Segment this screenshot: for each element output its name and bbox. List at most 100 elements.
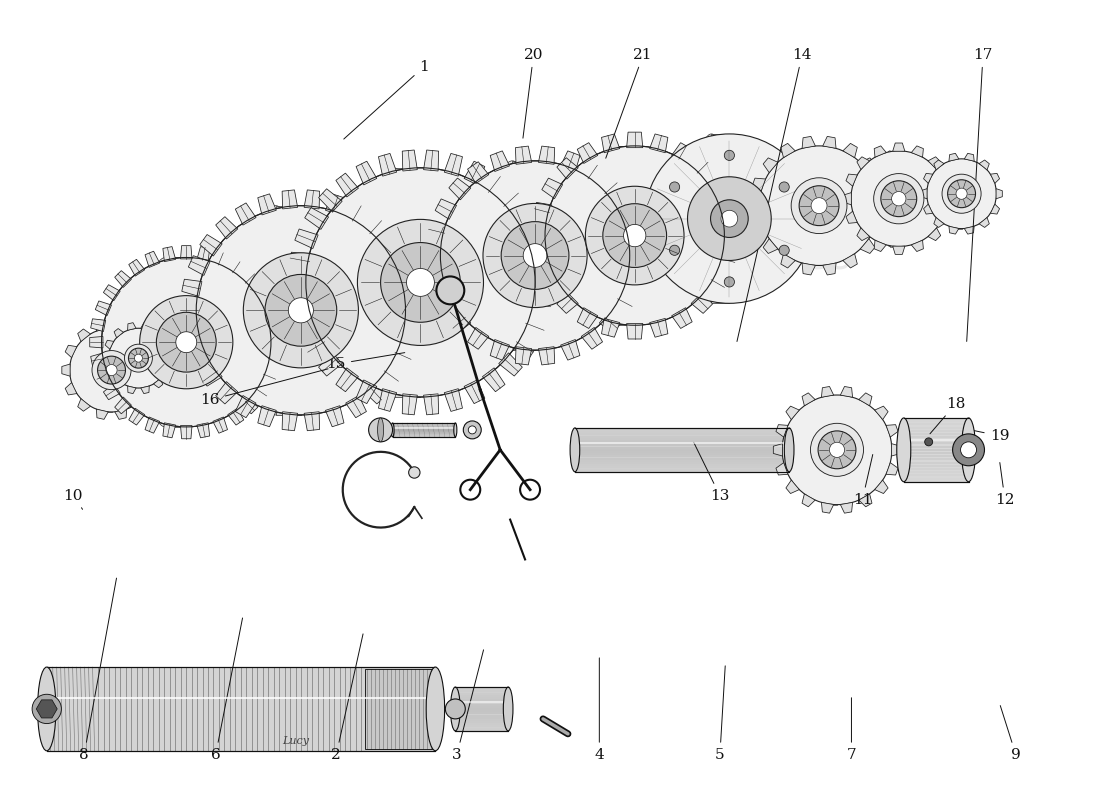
Polygon shape — [65, 346, 77, 358]
Polygon shape — [114, 270, 131, 287]
Circle shape — [953, 434, 984, 466]
Polygon shape — [542, 273, 562, 293]
Polygon shape — [483, 368, 505, 392]
Polygon shape — [146, 382, 158, 395]
Polygon shape — [182, 279, 202, 296]
Polygon shape — [168, 354, 174, 362]
Ellipse shape — [37, 667, 56, 750]
Polygon shape — [802, 494, 815, 506]
Polygon shape — [891, 444, 901, 456]
Polygon shape — [802, 263, 815, 275]
Polygon shape — [531, 227, 547, 244]
Circle shape — [243, 253, 359, 368]
Ellipse shape — [454, 423, 456, 437]
Polygon shape — [928, 228, 940, 241]
Polygon shape — [379, 365, 401, 386]
Polygon shape — [356, 380, 377, 404]
Polygon shape — [132, 328, 139, 388]
Circle shape — [98, 356, 125, 384]
Polygon shape — [872, 220, 886, 234]
Polygon shape — [749, 199, 760, 213]
Polygon shape — [934, 160, 944, 170]
Polygon shape — [857, 157, 869, 170]
Polygon shape — [261, 301, 277, 316]
Polygon shape — [712, 134, 729, 303]
Polygon shape — [276, 206, 301, 415]
Polygon shape — [949, 226, 959, 234]
Polygon shape — [857, 228, 869, 241]
Polygon shape — [336, 173, 359, 197]
Polygon shape — [403, 150, 417, 171]
Text: 10: 10 — [64, 489, 82, 510]
Circle shape — [101, 258, 271, 427]
Polygon shape — [522, 229, 546, 249]
Polygon shape — [890, 151, 899, 246]
Polygon shape — [530, 252, 552, 269]
Polygon shape — [627, 132, 642, 148]
Polygon shape — [752, 178, 766, 192]
Polygon shape — [763, 158, 778, 173]
Polygon shape — [78, 329, 90, 342]
Polygon shape — [802, 393, 815, 406]
Polygon shape — [65, 382, 77, 395]
Text: 18: 18 — [930, 397, 966, 434]
Polygon shape — [874, 480, 888, 494]
Polygon shape — [874, 406, 888, 419]
Polygon shape — [581, 327, 603, 350]
Polygon shape — [859, 393, 872, 406]
Polygon shape — [491, 339, 509, 360]
Ellipse shape — [784, 428, 794, 472]
Polygon shape — [228, 259, 244, 276]
Circle shape — [129, 348, 149, 368]
Polygon shape — [319, 189, 342, 212]
Ellipse shape — [592, 146, 635, 326]
Polygon shape — [392, 256, 414, 275]
Circle shape — [947, 180, 976, 208]
Polygon shape — [997, 189, 1002, 198]
Text: 3: 3 — [452, 650, 484, 762]
Polygon shape — [965, 226, 975, 234]
Polygon shape — [823, 263, 836, 275]
Polygon shape — [893, 143, 905, 151]
Polygon shape — [180, 426, 192, 438]
Polygon shape — [114, 409, 126, 419]
Circle shape — [109, 328, 168, 388]
Circle shape — [32, 694, 62, 723]
Text: 15: 15 — [327, 353, 405, 371]
Circle shape — [782, 395, 892, 505]
Polygon shape — [436, 199, 456, 219]
Text: 5: 5 — [715, 666, 725, 762]
Polygon shape — [879, 199, 889, 213]
Polygon shape — [843, 254, 857, 268]
Polygon shape — [887, 425, 898, 437]
Circle shape — [759, 146, 879, 266]
Polygon shape — [399, 279, 420, 296]
Polygon shape — [427, 223, 447, 241]
Polygon shape — [304, 412, 320, 430]
Text: 13: 13 — [694, 442, 729, 502]
Polygon shape — [326, 194, 344, 215]
Polygon shape — [781, 143, 795, 158]
Text: 17: 17 — [967, 48, 992, 342]
Text: 7: 7 — [847, 698, 856, 762]
Polygon shape — [392, 346, 414, 365]
Polygon shape — [874, 240, 887, 251]
Polygon shape — [624, 270, 642, 288]
Polygon shape — [707, 273, 727, 293]
Polygon shape — [235, 203, 256, 225]
Polygon shape — [289, 296, 311, 313]
Polygon shape — [295, 316, 318, 336]
Polygon shape — [304, 190, 320, 209]
Polygon shape — [378, 389, 397, 411]
Polygon shape — [449, 178, 471, 200]
Polygon shape — [282, 412, 298, 430]
Circle shape — [779, 182, 790, 192]
Polygon shape — [141, 322, 150, 330]
Polygon shape — [979, 160, 989, 170]
Ellipse shape — [490, 161, 535, 350]
Text: 6: 6 — [211, 618, 242, 762]
Ellipse shape — [366, 168, 420, 397]
Text: 20: 20 — [522, 48, 543, 138]
Polygon shape — [561, 339, 580, 360]
Circle shape — [624, 225, 646, 246]
